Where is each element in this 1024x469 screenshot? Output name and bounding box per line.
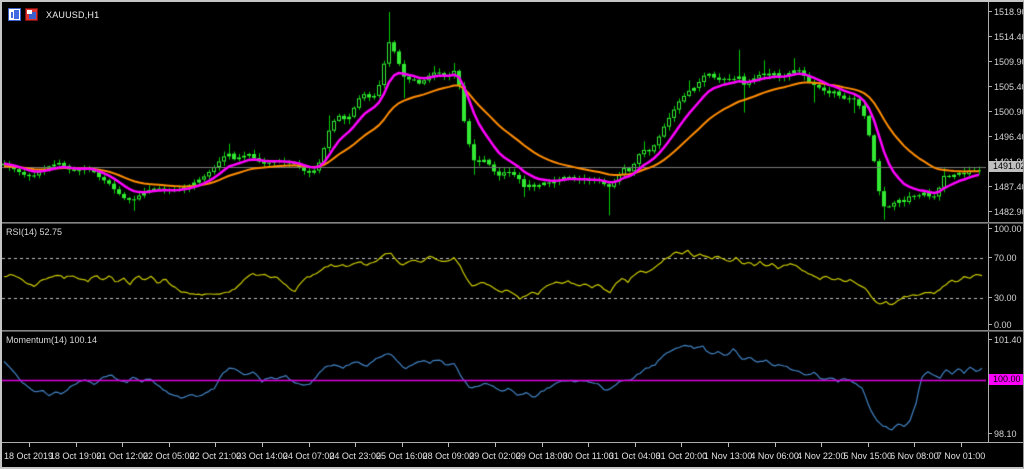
bar-chart-icon[interactable] xyxy=(8,8,21,21)
rsi-axis[interactable]: 100.00 70.00 30.00 0.00 xyxy=(988,224,1023,330)
momentum-axis-label: 98.10 xyxy=(988,429,1023,439)
time-tick xyxy=(355,443,356,447)
time-axis-label: 23 Oct 14:00 xyxy=(236,451,288,461)
time-axis-label: 1 Nov 13:00 xyxy=(703,451,753,461)
momentum-indicator-label: Momentum(14) 100.14 xyxy=(6,335,98,345)
time-axis-label: 30 Oct 11:00 xyxy=(562,451,614,461)
time-axis-label: 24 Oct 07:00 xyxy=(282,451,335,461)
momentum-axis[interactable]: 100.00 101.40 98.10 xyxy=(988,332,1023,442)
time-tick xyxy=(775,443,776,447)
time-tick xyxy=(262,443,263,447)
chart-header: XAUUSD,H1 xyxy=(8,8,99,21)
time-tick xyxy=(681,443,682,447)
symbol-period-label: XAUUSD,H1 xyxy=(46,9,100,20)
price-axis-label: 1514.40 xyxy=(988,32,1023,42)
time-tick xyxy=(402,443,403,447)
time-axis-label: 18 Oct 19:00 xyxy=(49,451,102,461)
time-tick xyxy=(588,443,589,447)
time-axis-label: 4 Nov 06:00 xyxy=(750,451,799,461)
price-axis-label: 1482.90 xyxy=(988,207,1023,217)
time-axis-label: 28 Oct 09:00 xyxy=(422,451,475,461)
momentum-chart-canvas[interactable] xyxy=(2,332,986,442)
rsi-axis-label: 0.00 xyxy=(988,320,1023,330)
time-tick xyxy=(448,443,449,447)
rsi-panel: RSI(14) 52.75 100.00 70.00 30.00 0.00 xyxy=(2,224,1023,330)
time-axis-label: 22 Oct 05:00 xyxy=(143,451,195,461)
rsi-axis-label: 100.00 xyxy=(988,224,1023,234)
time-axis-label: 5 Nov 15:00 xyxy=(843,451,893,461)
time-axis-label: 24 Oct 23:00 xyxy=(329,451,381,461)
panel-divider[interactable] xyxy=(2,330,1023,332)
current-price-badge: 1491.02 xyxy=(989,160,1023,172)
price-axis-label: 1509.90 xyxy=(988,57,1023,67)
time-axis-label: 21 Oct 12:00 xyxy=(96,451,148,461)
time-tick xyxy=(868,443,869,447)
time-axis-label: 4 Nov 22:00 xyxy=(796,451,846,461)
time-axis[interactable]: 18 Oct 2019 18 Oct 19:00 21 Oct 12:00 22 Oc… xyxy=(2,442,1023,467)
price-axis-label: 1500.90 xyxy=(988,107,1023,117)
time-tick xyxy=(961,443,962,447)
time-axis-label: 29 Oct 18:00 xyxy=(515,451,568,461)
main-chart-panel: XAUUSD,H1 1491.02 1518.90 1514.40 1509.90 1… xyxy=(2,2,1023,222)
time-axis-label: 25 Oct 16:00 xyxy=(376,451,428,461)
rsi-axis-label: 70.00 xyxy=(988,253,1023,263)
price-axis-label: 1505.40 xyxy=(988,82,1023,92)
price-chart-canvas[interactable] xyxy=(2,2,986,222)
price-axis-label: 1518.90 xyxy=(988,7,1023,17)
time-tick xyxy=(542,443,543,447)
panel-divider[interactable] xyxy=(2,222,1023,224)
time-axis-label: 7 Nov 01:00 xyxy=(936,451,986,461)
time-tick xyxy=(914,443,915,447)
time-tick xyxy=(495,443,496,447)
time-tick xyxy=(29,443,30,447)
rsi-chart-canvas[interactable] xyxy=(2,224,986,330)
time-tick xyxy=(76,443,77,447)
time-axis-label: 18 Oct 2019 xyxy=(4,451,54,461)
momentum-axis-label: 101.40 xyxy=(988,335,1023,345)
rsi-axis-label: 30.00 xyxy=(988,293,1023,303)
candlestick-chart-icon[interactable] xyxy=(25,8,38,21)
time-tick xyxy=(309,443,310,447)
time-axis-label: 6 Nov 08:00 xyxy=(890,451,939,461)
time-axis-label: 31 Oct 04:00 xyxy=(609,451,661,461)
time-tick xyxy=(122,443,123,447)
time-tick xyxy=(728,443,729,447)
rsi-indicator-label: RSI(14) 52.75 xyxy=(6,227,63,237)
momentum-panel: Momentum(14) 100.14 100.00 101.40 98.10 xyxy=(2,332,1023,442)
time-axis-label: 22 Oct 21:00 xyxy=(189,451,242,461)
price-axis-label: 1496.40 xyxy=(988,132,1023,142)
time-tick xyxy=(635,443,636,447)
momentum-level-badge: 100.00 xyxy=(989,373,1023,385)
time-tick xyxy=(215,443,216,447)
price-axis-label: 1487.40 xyxy=(988,182,1023,192)
time-tick xyxy=(821,443,822,447)
time-axis-label: 31 Oct 20:00 xyxy=(655,451,708,461)
time-tick xyxy=(169,443,170,447)
time-axis-label: 29 Oct 02:00 xyxy=(469,451,521,461)
price-axis[interactable]: 1491.02 1518.90 1514.40 1509.90 1505.40 1500… xyxy=(988,2,1023,222)
